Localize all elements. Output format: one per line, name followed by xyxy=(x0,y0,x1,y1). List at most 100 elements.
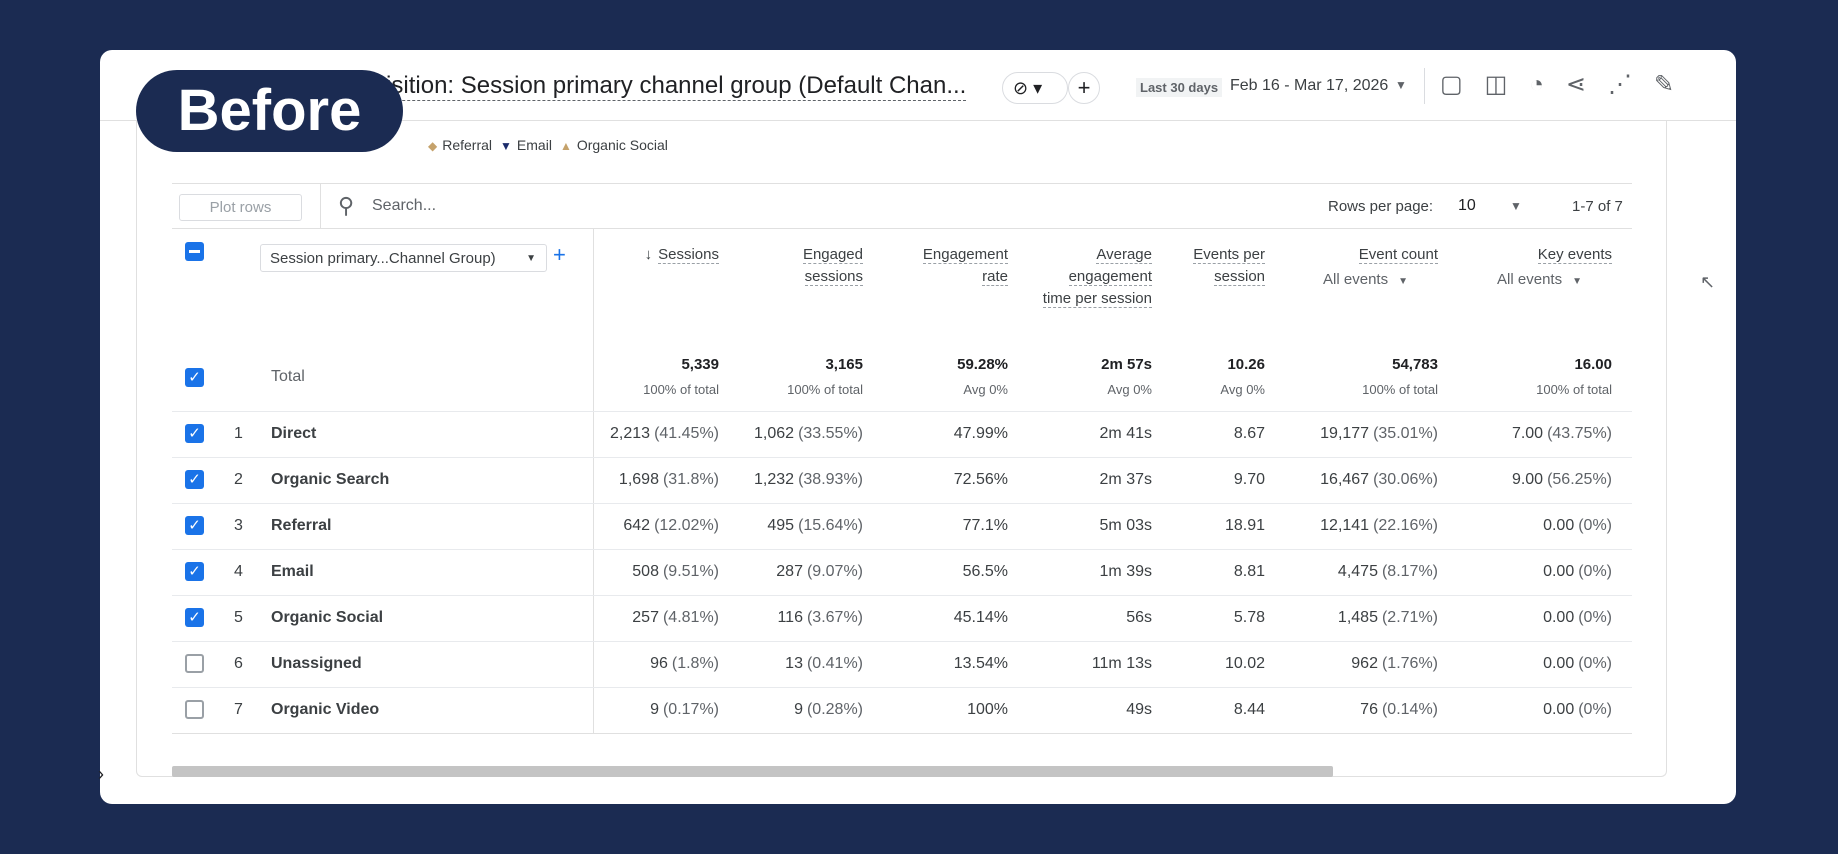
status-button[interactable]: ⊘ ▾ xyxy=(1002,72,1068,104)
cell-value: 9.70 xyxy=(1233,471,1265,488)
row-number: 3 xyxy=(234,517,243,534)
table-panel xyxy=(136,121,1667,777)
search-input[interactable]: Search... xyxy=(372,197,437,214)
row-cell: 5m 03s xyxy=(1100,517,1152,535)
cell-share: (3.67%) xyxy=(806,609,863,626)
row-cell: 2m 41s xyxy=(1100,425,1152,443)
cell-value: 8.67 xyxy=(1233,425,1265,442)
cell-value: 100% xyxy=(967,701,1008,718)
cell-share: (2.71%) xyxy=(1381,609,1438,626)
date-dropdown[interactable]: ▼ xyxy=(1395,78,1407,92)
cell-share: (56.25%) xyxy=(1547,471,1612,488)
cell-value: 9 xyxy=(650,701,659,718)
table-bottom xyxy=(172,733,1632,734)
cell-value: 18.91 xyxy=(1224,517,1265,534)
column-header[interactable]: ↓ Sessions xyxy=(609,244,719,266)
cell-value: 0.00 xyxy=(1543,701,1575,718)
total-value: 3,165 xyxy=(825,356,863,373)
cell-share: (0.14%) xyxy=(1381,701,1438,718)
cell-value: 8.81 xyxy=(1233,563,1265,580)
cell-value: 257 xyxy=(632,609,659,626)
toolbar-icons[interactable]: ▢◫◔⋖⋰✎ xyxy=(1440,71,1697,98)
row-checkbox[interactable] xyxy=(185,654,204,673)
search-icon: ⚲ xyxy=(338,193,355,218)
cell-value: 13.54% xyxy=(953,655,1008,672)
row-cell: 56s xyxy=(1126,609,1152,627)
cell-value: 10.02 xyxy=(1224,655,1265,672)
column-header-label: Engaged sessions xyxy=(802,246,863,286)
cell-value: 287 xyxy=(776,563,803,580)
row-number: 1 xyxy=(234,425,243,442)
rows-per-page-value[interactable]: 10 xyxy=(1458,197,1476,214)
add-dimension[interactable]: + xyxy=(553,242,566,267)
row-checkbox[interactable]: ✓ xyxy=(185,516,204,535)
select-all-checkbox[interactable] xyxy=(185,242,204,261)
cell-value: 56s xyxy=(1126,609,1152,626)
cell-value: 2m 37s xyxy=(1099,471,1152,488)
cell-share: (9.51%) xyxy=(662,563,719,580)
row-cell: 0.00 (0%) xyxy=(1543,655,1612,673)
cell-value: 12,141 xyxy=(1320,517,1370,534)
toolbar-divider xyxy=(1424,68,1425,104)
row-checkbox[interactable] xyxy=(185,700,204,719)
add-button[interactable]: + xyxy=(1068,72,1100,104)
row-cell: 11m 13s xyxy=(1092,655,1152,673)
scrollbar[interactable] xyxy=(172,766,1333,777)
column-header[interactable]: Key events xyxy=(1492,244,1612,266)
side-toggle[interactable]: › xyxy=(98,764,104,784)
row-checkbox[interactable]: ✓ xyxy=(185,470,204,489)
row-cell: 76 (0.14%) xyxy=(1360,701,1438,719)
cell-value: 0.00 xyxy=(1543,563,1575,580)
cell-value: 1,062 xyxy=(754,425,795,442)
row-name: Email xyxy=(271,563,314,580)
column-header[interactable]: Events per session xyxy=(1185,244,1265,288)
column-header[interactable]: Engaged sessions xyxy=(753,244,863,288)
cell-share: (0%) xyxy=(1578,701,1612,718)
cell-value: 96 xyxy=(650,655,668,672)
column-header[interactable]: Average engagement time per session xyxy=(1042,244,1152,310)
row-cell: 19,177 (35.01%) xyxy=(1320,425,1438,443)
row-cell: 0.00 (0%) xyxy=(1543,609,1612,627)
row-number: 7 xyxy=(234,701,243,718)
row-cell: 2,213 (41.45%) xyxy=(610,425,719,443)
total-value: 59.28% xyxy=(957,356,1008,373)
column-filter[interactable]: All events ▼ xyxy=(1462,271,1582,288)
column-header-label: Events per session xyxy=(1193,246,1265,286)
total-checkbox[interactable]: ✓ xyxy=(185,368,204,387)
cell-share: (0%) xyxy=(1578,517,1612,534)
cell-value: 72.56% xyxy=(953,471,1008,488)
cell-value: 8.44 xyxy=(1233,701,1265,718)
row-checkbox[interactable]: ✓ xyxy=(185,562,204,581)
total-sub: Avg 0% xyxy=(1220,382,1265,397)
date-range[interactable]: Feb 16 - Mar 17, 2026 xyxy=(1230,77,1389,94)
row-cell: 56.5% xyxy=(963,563,1008,581)
rows-dropdown[interactable]: ▼ xyxy=(1510,199,1522,213)
row-name: Organic Social xyxy=(271,609,384,626)
row-checkbox[interactable]: ✓ xyxy=(185,424,204,443)
cell-share: (0.41%) xyxy=(806,655,863,672)
row-name: Organic Video xyxy=(271,701,380,718)
cell-value: 1,485 xyxy=(1337,609,1378,626)
total-value: 10.26 xyxy=(1227,356,1265,373)
row-cell: 96 (1.8%) xyxy=(650,655,719,673)
cell-share: (0%) xyxy=(1578,563,1612,580)
filter-dropdown: ▼ xyxy=(1572,276,1582,287)
row-line xyxy=(172,457,1632,458)
column-header[interactable]: Engagement rate xyxy=(898,244,1008,288)
column-filter[interactable]: All events ▼ xyxy=(1288,271,1408,288)
toolbar-top-line xyxy=(172,183,1632,184)
cell-share: (43.75%) xyxy=(1547,425,1612,442)
toolbar-bottom-line xyxy=(172,228,1632,229)
column-header[interactable]: Event count xyxy=(1318,244,1438,266)
column-header-label: Event count xyxy=(1358,246,1438,264)
cell-value: 9 xyxy=(794,701,803,718)
plot-rows-button[interactable]: Plot rows xyxy=(179,194,302,221)
cell-value: 76 xyxy=(1360,701,1378,718)
cell-share: (9.07%) xyxy=(806,563,863,580)
cell-value: 2m 41s xyxy=(1099,425,1152,442)
row-checkbox[interactable]: ✓ xyxy=(185,608,204,627)
row-cell: 0.00 (0%) xyxy=(1543,563,1612,581)
dimension-select[interactable]: Session primary...Channel Group) ▼ xyxy=(260,244,547,272)
cell-value: 5m 03s xyxy=(1099,517,1152,534)
